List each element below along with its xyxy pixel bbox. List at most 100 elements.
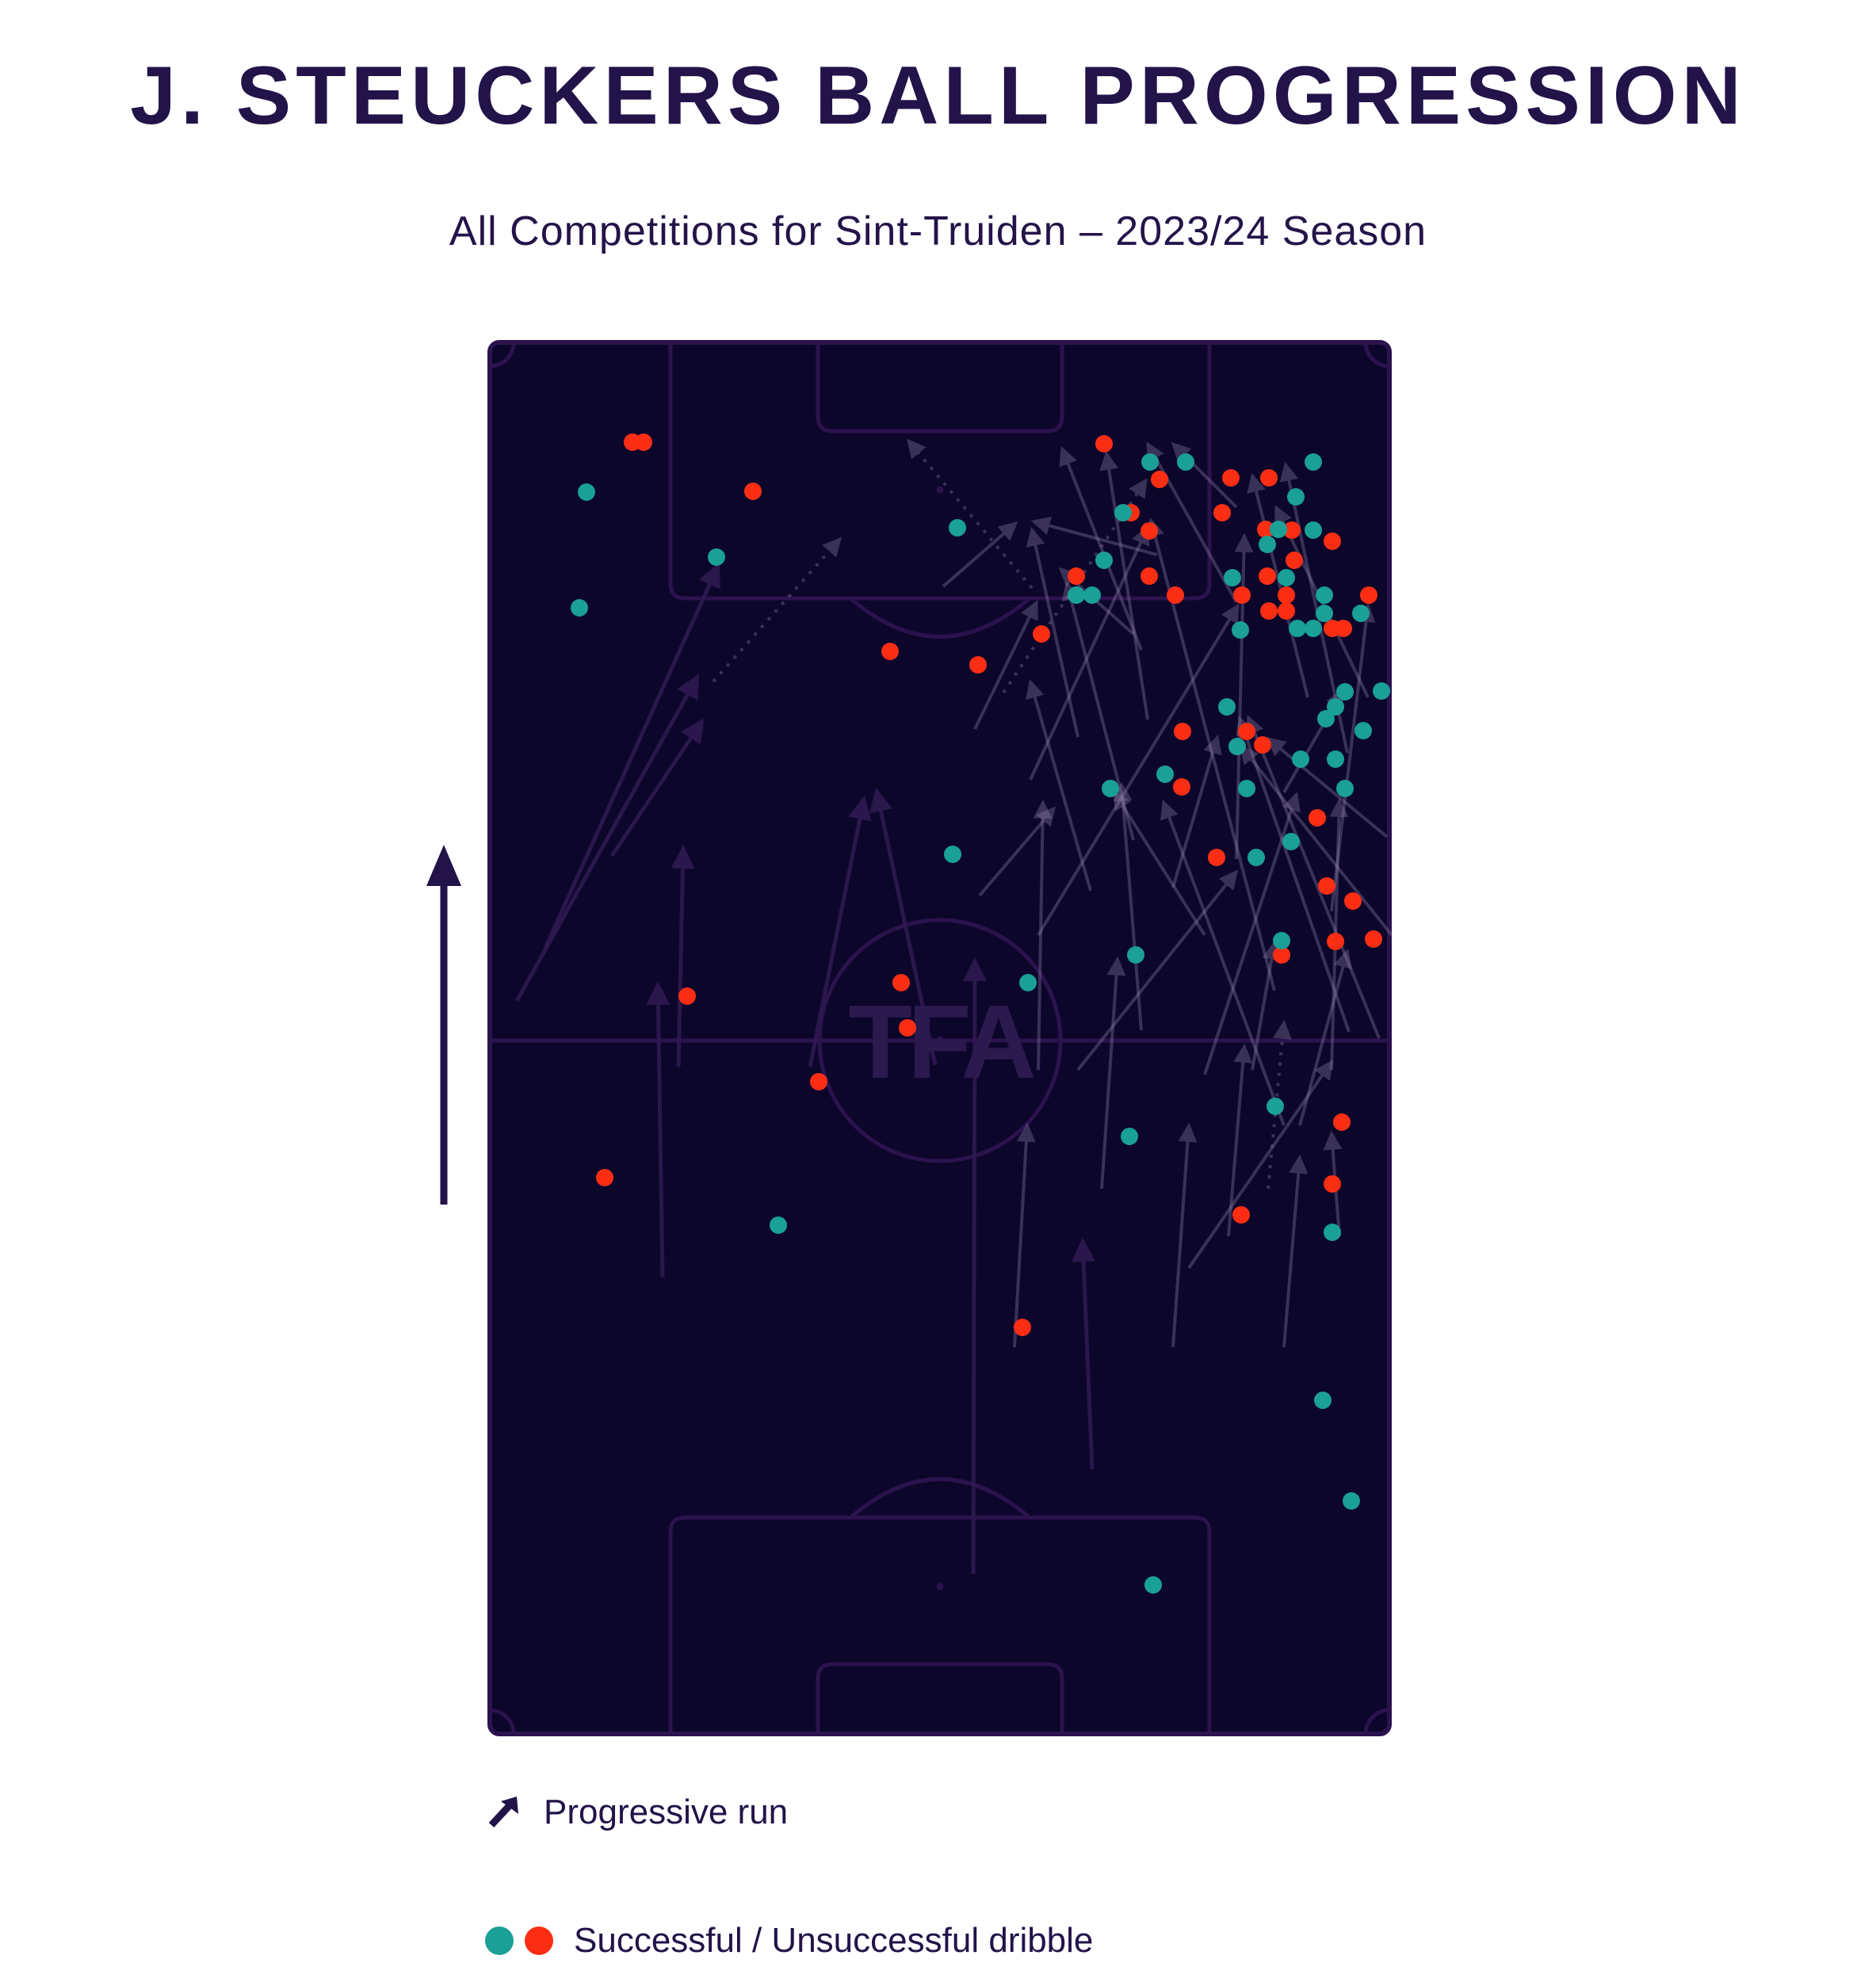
unsuccessful-dribble-dot (899, 1019, 916, 1037)
direction-of-play-arrow (426, 845, 461, 1205)
successful-dribble-dot (944, 846, 961, 863)
legend-progressive-run-label: Progressive run (544, 1793, 789, 1831)
successful-dribble-dot (1287, 488, 1305, 506)
successful-dribble-dot (1102, 780, 1119, 797)
successful-dribble-dot (1141, 453, 1159, 471)
successful-dribble-dot (1273, 932, 1290, 949)
unsuccessful-dribble-dot (1254, 736, 1271, 754)
successful-dribble-dot (1317, 710, 1335, 727)
successful-dribble-dot (1336, 683, 1354, 701)
unsuccessful-dribble-dot (1260, 469, 1278, 487)
page-subtitle: All Competitions for Sint-Truiden – 2023… (449, 208, 1427, 254)
successful-dribble-dot (1305, 453, 1322, 471)
tfa-watermark-logo: TFA (848, 983, 1034, 1100)
unsuccessful-dribble-dot (1068, 567, 1085, 585)
unsuccessful-dribble-dot (635, 433, 652, 451)
successful-dribble-dot (571, 599, 588, 617)
successful-dribble-dot (1305, 521, 1322, 539)
unsuccessful-dribble-dot (744, 483, 762, 500)
unsuccessful-dribble-dot (1324, 1175, 1341, 1193)
unsuccessful-dribble-dot (1344, 892, 1362, 910)
successful-dribble-dot (1373, 682, 1390, 700)
successful-dribble-dot (1289, 620, 1306, 637)
successful-dribble-dot (1259, 536, 1276, 553)
unsuccessful-dribble-dot (1208, 849, 1225, 866)
unsuccessful-dribble-dot (1273, 946, 1290, 964)
unsuccessful-dribble-dot-icon (525, 1926, 553, 1955)
page-title: J. STEUCKERS BALL PROGRESSION (130, 50, 1746, 142)
unsuccessful-dribble-dot (1365, 930, 1382, 948)
successful-dribble-dot (1247, 849, 1265, 866)
successful-dribble-dot (770, 1216, 787, 1234)
successful-dribble-dot (1270, 521, 1287, 538)
successful-dribble-dot (1314, 1392, 1332, 1409)
unsuccessful-dribble-dot (1333, 1113, 1351, 1131)
unsuccessful-dribble-dot (1278, 586, 1295, 604)
unsuccessful-dribble-dot (1259, 567, 1276, 585)
successful-dribble-dot (1127, 946, 1144, 964)
successful-dribble-dot (1218, 698, 1236, 716)
legend-dribble: Successful / Unsuccessful dribble (485, 1921, 1093, 1961)
successful-dribble-dot (1083, 586, 1101, 604)
successful-dribble-dot (1224, 569, 1241, 586)
successful-dribble-dot (1352, 605, 1370, 622)
successful-dribble-dot (1327, 698, 1344, 716)
unsuccessful-dribble-dot (1278, 602, 1295, 620)
unsuccessful-dribble-dot (1260, 602, 1278, 620)
unsuccessful-dribble-dot (1335, 620, 1352, 637)
successful-dribble-dot (1114, 504, 1132, 521)
unsuccessful-dribble-dot (1213, 504, 1231, 521)
successful-dribble-dot (1019, 974, 1037, 991)
unsuccessful-dribble-dot (1174, 723, 1191, 740)
unsuccessful-dribble-dot (1232, 1206, 1250, 1224)
successful-dribble-dot (1292, 750, 1309, 768)
unsuccessful-dribble-dot (1283, 521, 1301, 539)
unsuccessful-dribble-dot (1141, 567, 1158, 585)
successful-dribble-dot (1068, 586, 1085, 604)
successful-dribble-dot (1336, 780, 1354, 797)
unsuccessful-dribble-dot (1222, 469, 1240, 487)
unsuccessful-dribble-dot (1257, 521, 1274, 538)
successful-dribble-dot (1095, 552, 1113, 569)
successful-dribble-dot (1144, 1576, 1162, 1594)
unsuccessful-dribble-dot (810, 1073, 827, 1090)
unsuccessful-dribble-dot (1167, 586, 1184, 604)
unsuccessful-dribble-dot (1233, 586, 1251, 604)
unsuccessful-dribble-dot (1360, 586, 1377, 604)
unsuccessful-dribble-dot (1141, 522, 1158, 540)
successful-dribble-dot (1282, 833, 1300, 850)
successful-dribble-dot (1354, 722, 1372, 739)
successful-dribble-dot (578, 483, 595, 501)
dribble-dots-layer (571, 433, 1390, 1594)
unsuccessful-dribble-dot (1033, 625, 1050, 643)
unsuccessful-dribble-dot (678, 987, 696, 1005)
successful-dribble-dot (1121, 1128, 1138, 1145)
pitch (487, 340, 1392, 1736)
successful-dribble-dot (1238, 780, 1255, 797)
unsuccessful-dribble-dot (1173, 778, 1190, 796)
successful-dribble-dot (1177, 453, 1194, 471)
successful-dribble-dot (1232, 621, 1249, 639)
successful-dribble-dot (1316, 605, 1333, 622)
legend-dribble-label: Successful / Unsuccessful dribble (574, 1921, 1094, 1960)
successful-dribble-dot (1316, 586, 1333, 604)
unsuccessful-dribble-dot (1327, 933, 1344, 950)
successful-dribble-dot (1156, 766, 1174, 783)
unsuccessful-dribble-dot (596, 1169, 613, 1186)
unsuccessful-dribble-dot (881, 643, 899, 660)
successful-dribble-dot (1305, 620, 1322, 637)
unsuccessful-dribble-dot (1151, 471, 1168, 488)
unsuccessful-dribble-dot (1318, 877, 1335, 895)
successful-dribble-dot (708, 548, 725, 566)
legend-progressive-run: Progressive run (485, 1793, 788, 1832)
successful-dribble-dot (1327, 750, 1344, 768)
unsuccessful-dribble-dot (1095, 435, 1113, 452)
unsuccessful-dribble-dot (1286, 552, 1303, 569)
successful-dribble-dot-icon (485, 1926, 514, 1955)
unsuccessful-dribble-dot (1324, 533, 1341, 550)
successful-dribble-dot (1267, 1098, 1284, 1115)
unsuccessful-dribble-dot (1014, 1319, 1031, 1336)
progressive-runs-layer (514, 438, 1393, 1575)
